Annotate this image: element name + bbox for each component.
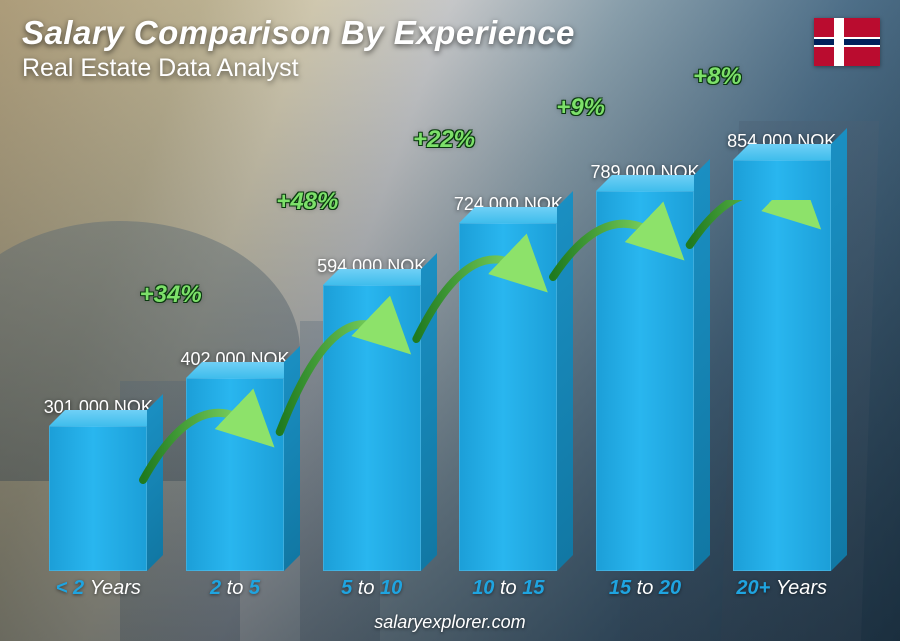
x-axis-tick: < 2 Years xyxy=(30,577,167,607)
x-axis-tick: 2 to 5 xyxy=(167,577,304,607)
x-axis-tick: 5 to 10 xyxy=(303,577,440,607)
x-axis: < 2 Years2 to 55 to 1010 to 1515 to 2020… xyxy=(30,577,850,607)
pct-labels-layer: +34%+48%+22%+9%+8% xyxy=(30,100,850,571)
pct-increase-label: +22% xyxy=(413,126,475,154)
chart-canvas: Salary Comparison By Experience Real Est… xyxy=(0,0,900,641)
norway-flag-icon xyxy=(814,18,880,66)
title-block: Salary Comparison By Experience Real Est… xyxy=(22,14,575,83)
x-axis-tick: 10 to 15 xyxy=(440,577,577,607)
pct-increase-label: +8% xyxy=(693,63,742,91)
x-axis-tick: 15 to 20 xyxy=(577,577,714,607)
pct-increase-label: +48% xyxy=(276,188,338,216)
chart-title: Salary Comparison By Experience xyxy=(22,14,575,52)
chart-subtitle: Real Estate Data Analyst xyxy=(22,54,575,83)
pct-increase-label: +9% xyxy=(556,94,605,122)
chart-area: 301,000 NOK402,000 NOK594,000 NOK724,000… xyxy=(30,100,850,571)
footer-attribution: salaryexplorer.com xyxy=(0,612,900,633)
x-axis-tick: 20+ Years xyxy=(713,577,850,607)
pct-increase-label: +34% xyxy=(140,281,202,309)
